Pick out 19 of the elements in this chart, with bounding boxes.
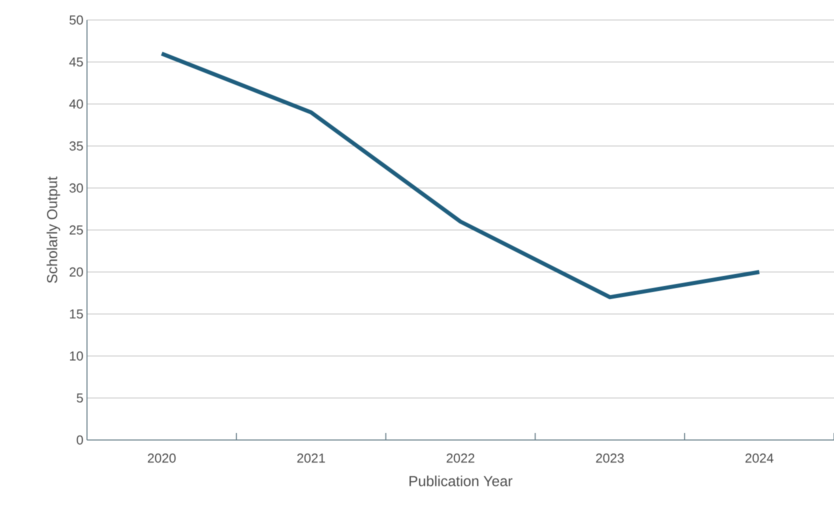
y-tick-label: 15: [70, 309, 83, 319]
y-tick-label: 25: [70, 225, 83, 235]
y-tick-label: 30: [70, 183, 83, 193]
y-tick-label: 35: [70, 141, 83, 151]
y-tick-label: 20: [70, 267, 83, 277]
y-tick-label: 40: [69, 99, 83, 109]
x-axis-title: Publication Year: [410, 476, 512, 486]
x-tick-label: 2023: [596, 454, 624, 463]
y-tick-label: 50: [70, 15, 83, 25]
x-tick-label: 2022: [446, 454, 474, 463]
y-tick-label: 5: [76, 393, 83, 403]
x-tick-label: 2021: [297, 454, 325, 463]
line-series: [160, 52, 762, 300]
y-axis-title: Scholarly Output: [46, 176, 60, 283]
x-tick-label: 2024: [746, 454, 774, 463]
x-tick-label: 2020: [148, 454, 176, 463]
y-tick-label: 0: [76, 435, 83, 445]
y-tick-label: 10: [70, 351, 83, 361]
y-tick-label: 45: [69, 57, 83, 67]
